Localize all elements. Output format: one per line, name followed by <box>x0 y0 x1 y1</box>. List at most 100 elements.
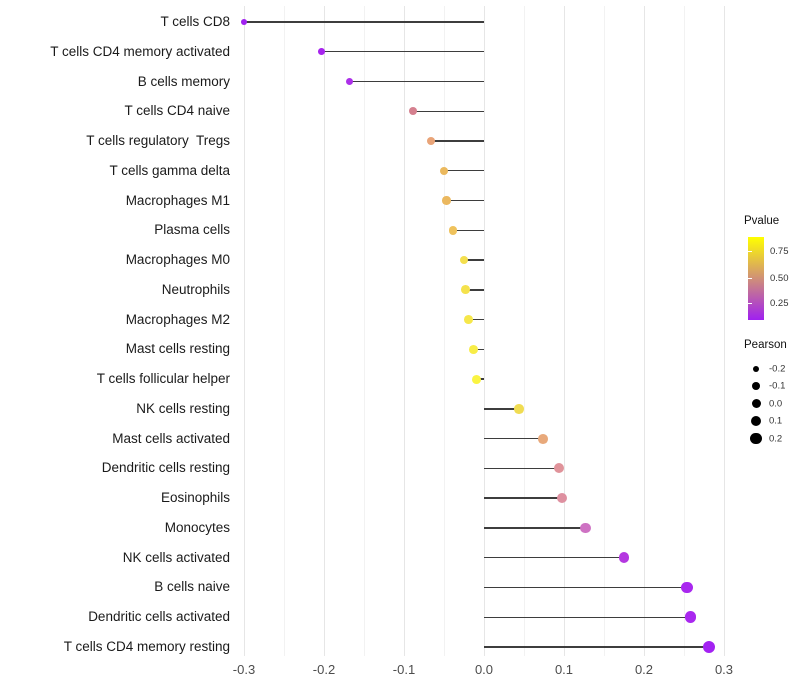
y-axis-label: B cells naive <box>154 579 230 595</box>
lollipop-dot <box>439 166 449 176</box>
pearson-legend-item: -0.2 <box>741 360 800 378</box>
lollipop-dot <box>580 522 591 534</box>
x-axis-tick-label: 0.0 <box>474 662 494 677</box>
lollipop-stem <box>321 51 484 53</box>
pearson-legend-item: -0.1 <box>741 377 800 395</box>
lollipop-dot <box>681 581 694 594</box>
lollipop-stem <box>444 170 484 172</box>
y-axis-label: Dendritic cells resting <box>101 460 230 476</box>
colorbar-tick <box>748 277 752 279</box>
lollipop-stem <box>484 556 624 559</box>
x-axis-tick-label: 0.1 <box>554 662 574 677</box>
pearson-legend-label: 0.0 <box>769 398 783 410</box>
lollipop-stem <box>484 527 586 529</box>
lollipop-dot <box>514 404 524 414</box>
lollipop-stem <box>484 437 544 440</box>
lollipop-stem <box>412 110 484 112</box>
lollipop-dot <box>442 196 451 205</box>
pearson-legend-label: -0.1 <box>769 380 786 392</box>
lollipop-stem <box>473 348 484 351</box>
lollipop-dot <box>684 611 697 624</box>
lollipop-dot <box>556 493 567 504</box>
pearson-legend-dot <box>752 382 760 391</box>
pearson-legend-label: 0.1 <box>769 415 783 427</box>
gridline-minor <box>684 6 685 656</box>
lollipop-dot <box>554 463 565 474</box>
pearson-legend-dot <box>751 399 761 409</box>
lollipop-stem <box>446 199 484 202</box>
lollipop-dot <box>448 226 458 235</box>
x-axis-tick-label: 0.3 <box>714 662 734 677</box>
gridline-minor <box>604 6 605 656</box>
x-axis-tick-label: -0.1 <box>392 662 416 677</box>
y-axis-label: Mast cells activated <box>112 430 230 446</box>
y-axis-label: Monocytes <box>164 519 230 535</box>
x-axis-tick-label: -0.2 <box>312 662 336 677</box>
gridline-minor <box>524 6 525 656</box>
y-axis-label: Mast cells resting <box>125 341 230 357</box>
lollipop-stem <box>244 21 484 23</box>
lollipop-dot <box>408 107 417 116</box>
lollipop-dot <box>318 48 325 56</box>
lollipop-stem <box>465 289 484 291</box>
lollipop-dot <box>472 374 482 384</box>
lollipop-stem <box>484 408 520 410</box>
y-axis-label: T cells CD4 memory resting <box>63 638 230 654</box>
y-axis-label: T cells gamma delta <box>109 162 230 178</box>
y-axis-label: Dendritic cells activated <box>88 609 230 625</box>
x-axis-tick-label: -0.3 <box>232 662 256 677</box>
y-axis-label: Macrophages M0 <box>125 252 230 268</box>
lollipop-dot <box>461 285 470 295</box>
pvalue-legend-title: Pvalue <box>744 215 780 227</box>
gridline-major <box>564 6 565 656</box>
colorbar-tick-label: 0.25 <box>770 298 789 310</box>
y-axis-label: Neutrophils <box>161 281 230 297</box>
y-axis-label: NK cells resting <box>136 400 230 416</box>
pearson-legend-item: 0.1 <box>741 412 800 430</box>
gridline-major <box>404 6 405 656</box>
gridline-minor <box>364 6 365 656</box>
pearson-legend-label: -0.2 <box>769 363 786 375</box>
gridline-major <box>244 6 245 656</box>
lollipop-dot <box>538 433 549 444</box>
lollipop-stem <box>484 646 709 648</box>
y-axis-label: Eosinophils <box>160 490 230 506</box>
pearson-legend-label: 0.2 <box>769 433 783 445</box>
gridline-minor <box>444 6 445 656</box>
lollipop-dot <box>459 255 469 265</box>
y-axis-label: T cells follicular helper <box>96 371 230 387</box>
lollipop-stem <box>431 140 484 142</box>
y-axis-label: Macrophages M1 <box>125 192 230 208</box>
lollipop-stem <box>484 497 562 499</box>
lollipop-dot <box>464 315 474 324</box>
lollipop-dot <box>469 344 479 354</box>
pearson-legend-title: Pearson <box>744 339 787 351</box>
pearson-legend-item: 0.0 <box>741 395 800 413</box>
pearson-legend-dot <box>750 433 762 445</box>
gridline-major <box>644 6 645 656</box>
lollipop-stem <box>468 318 484 321</box>
gridline-minor <box>284 6 285 656</box>
lollipop-stem <box>484 586 688 589</box>
lollipop-stem <box>484 467 560 470</box>
pvalue-color-legend: Pvalue 0.75 0.50 0.25 <box>741 215 800 320</box>
y-axis-label: T cells CD4 naive <box>124 103 230 119</box>
pvalue-colorbar <box>748 237 764 320</box>
y-axis-label: Plasma cells <box>154 222 230 238</box>
lollipop-stem <box>452 229 484 231</box>
gridline-major <box>724 6 725 656</box>
lollipop-dot <box>241 19 247 25</box>
pearson-legend-dot <box>752 365 760 373</box>
x-axis-tick-label: 0.2 <box>634 662 654 677</box>
gridline-major <box>324 6 325 656</box>
colorbar-tick <box>748 251 752 253</box>
y-axis-label: Macrophages M2 <box>125 311 230 327</box>
lollipop-dot <box>346 77 354 86</box>
pearson-legend-item: 0.2 <box>741 430 800 448</box>
y-axis-label: B cells memory <box>137 73 230 89</box>
y-axis-label: T cells regulatory Tregs <box>86 133 230 149</box>
y-axis-label: NK cells activated <box>122 549 230 565</box>
lollipop-stem <box>464 259 484 261</box>
gridline-major <box>484 6 485 656</box>
